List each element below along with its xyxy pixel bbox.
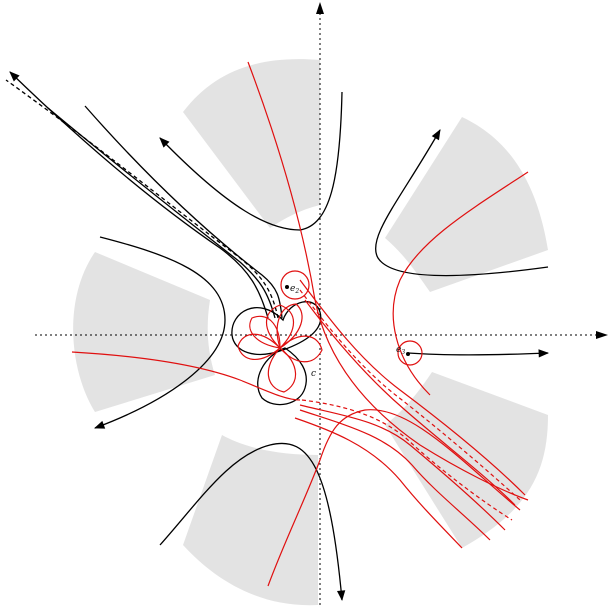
red-circle-e3 <box>397 340 423 366</box>
black-curve-bottom <box>159 442 346 602</box>
e3-point <box>406 352 410 356</box>
red-petal-6 <box>249 315 281 349</box>
red-curve-bottom <box>267 409 521 587</box>
label-e2-sub: 2 <box>294 288 299 295</box>
gray-sectors <box>73 59 548 606</box>
red-fan-1 <box>299 279 526 496</box>
red-fan-dashed <box>301 399 513 521</box>
sector-left <box>73 252 215 412</box>
sector-upper-right <box>385 117 548 292</box>
black-curve-escape-1 <box>9 71 269 319</box>
sector-top <box>183 59 320 228</box>
red-fan-dashed-upper <box>299 289 521 501</box>
red-petal-5 <box>276 303 303 349</box>
x-axis-arrowhead <box>596 331 608 339</box>
label-e3-sub: 3 <box>401 349 405 356</box>
sector-lower-right <box>385 372 548 548</box>
red-fan-5 <box>294 417 463 549</box>
red-petal-2 <box>279 335 323 363</box>
red-petal-4 <box>237 333 281 360</box>
axis-arrowheads <box>316 2 608 339</box>
sector-bottom <box>183 435 318 606</box>
label-e3: e3 <box>396 345 405 356</box>
black-curve-left <box>94 236 226 429</box>
axes <box>35 8 598 606</box>
label-e2-base: e <box>290 284 295 294</box>
black-curve-upper-right <box>374 129 549 277</box>
red-fan-2 <box>304 299 516 506</box>
y-axis-arrowhead <box>316 2 324 14</box>
red-curve-top <box>247 61 529 501</box>
black-curve-top-right-arc <box>159 91 343 231</box>
black-curve-right-escape <box>407 349 550 358</box>
red-petal-1 <box>265 304 295 349</box>
label-e2: e2 <box>290 284 299 295</box>
label-e3-base: e <box>396 345 401 355</box>
label-c: c <box>311 369 316 379</box>
labels: e2 e3 c <box>285 284 410 379</box>
red-curve-upper-right <box>392 171 529 396</box>
black-curve-escape-2 <box>47 107 276 319</box>
red-circle-e2 <box>280 270 310 300</box>
black-curve-escape-3 <box>84 105 283 319</box>
e2-point <box>285 285 289 289</box>
red-curves <box>71 61 529 587</box>
red-curve-left <box>71 351 301 401</box>
red-petal-3 <box>267 347 297 393</box>
black-loop-lower <box>257 347 307 406</box>
black-curve-dashed-escape <box>5 79 279 319</box>
red-fan-3 <box>299 404 506 531</box>
red-fan-4 <box>299 409 491 541</box>
